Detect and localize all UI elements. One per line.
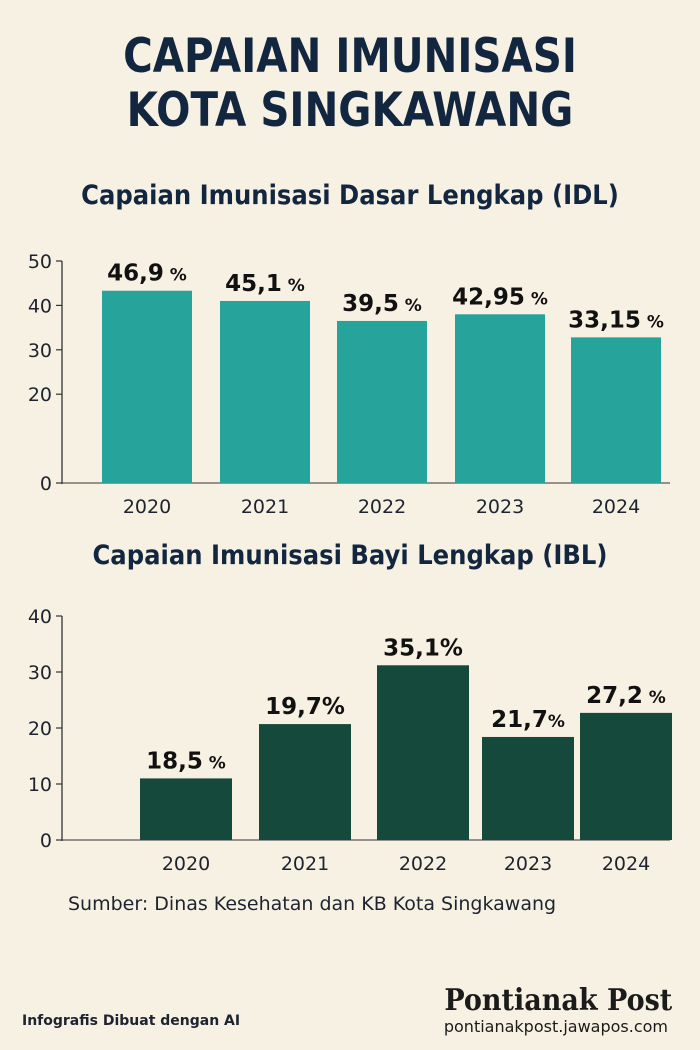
bar	[455, 314, 545, 483]
idl-chart-title: Capaian Imunisasi Dasar Lengkap (IDL)	[81, 180, 619, 211]
brand-logo: Pontianak Post	[444, 983, 672, 1018]
y-tick-label: 0	[40, 473, 52, 495]
y-tick-label: 20	[28, 384, 52, 406]
ibl-chart-title: Capaian Imunisasi Bayi Lengkap (IBL)	[92, 540, 608, 571]
ibl-bar-chart: 0 10 20 30 40 2020 18,5 % 2021 19,7% 2022 35,1% 202…	[28, 606, 672, 875]
y-tick-label: 30	[28, 340, 52, 362]
x-tick-label: 2020	[162, 853, 210, 875]
y-tick-label: 40	[28, 606, 52, 628]
x-tick-label: 2020	[123, 496, 171, 518]
y-tick-label: 0	[40, 830, 52, 852]
bar	[580, 712, 672, 840]
data-label: 46,9 %	[107, 261, 187, 287]
y-tick-label: 50	[28, 251, 52, 273]
bar	[102, 290, 192, 483]
data-label: 45,1 %	[225, 271, 305, 297]
data-label: 33,15 %	[568, 307, 664, 333]
brand-url: pontianakpost.jawapos.com	[443, 1017, 668, 1036]
bar	[337, 320, 427, 483]
data-label: 42,95 %	[452, 284, 548, 310]
idl-bar-chart: 0 20 30 40 50 2020 46,9 % 2021 45,1 % 2022 39,5 % 2…	[28, 251, 670, 518]
bar	[482, 736, 574, 840]
data-label: 19,7%	[265, 694, 345, 720]
page-title: CAPAIAN IMUNISASI KOTA SINGKAWANG	[49, 30, 651, 138]
bar	[571, 337, 661, 483]
x-tick-label: 2023	[476, 496, 524, 518]
data-label: 39,5 %	[342, 291, 422, 317]
source-note: Sumber: Dinas Kesehatan dan KB Kota Sing…	[68, 893, 557, 915]
y-tick-label: 20	[28, 718, 52, 740]
x-tick-label: 2022	[399, 853, 447, 875]
title-line-2: KOTA SINGKAWANG	[126, 83, 574, 138]
x-tick-label: 2021	[241, 496, 289, 518]
y-tick-label: 40	[28, 295, 52, 317]
y-tick-label: 10	[28, 774, 52, 796]
data-label: 35,1%	[383, 635, 463, 661]
bar	[140, 778, 232, 840]
bar	[377, 665, 469, 840]
data-label: 18,5 %	[146, 748, 226, 774]
data-label: 27,2 %	[586, 683, 666, 709]
bar	[220, 300, 310, 483]
x-tick-label: 2024	[592, 496, 640, 518]
x-tick-label: 2021	[281, 853, 329, 875]
y-tick-label: 30	[28, 662, 52, 684]
bar	[259, 724, 351, 840]
ai-footnote: Infografis Dibuat dengan AI	[22, 1013, 241, 1029]
x-tick-label: 2024	[602, 853, 650, 875]
data-label: 21,7%	[491, 707, 565, 733]
x-tick-label: 2022	[358, 496, 406, 518]
title-line-1: CAPAIAN IMUNISASI	[123, 29, 577, 84]
x-tick-label: 2023	[504, 853, 552, 875]
